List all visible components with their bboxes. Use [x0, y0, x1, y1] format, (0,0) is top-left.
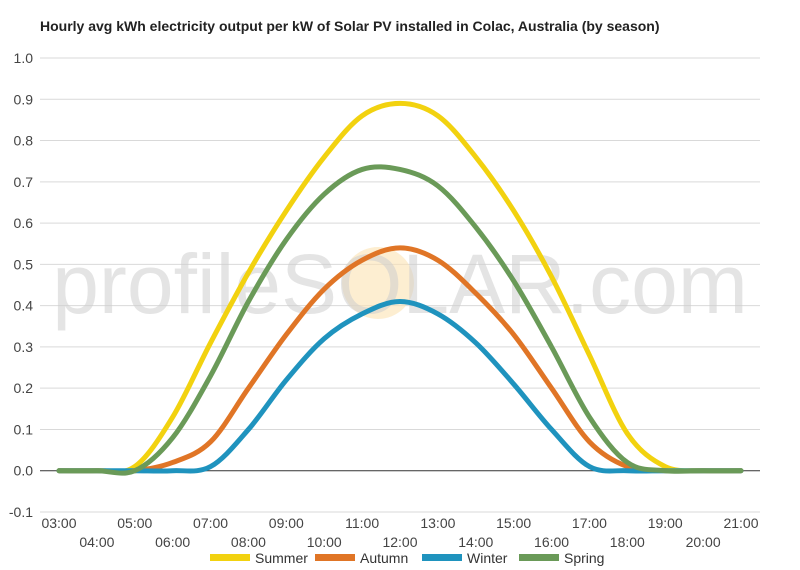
- series-line-summer: [56, 100, 744, 475]
- y-axis-ticks: 1.0 0.9 0.8 0.7 0.6 0.5 0.4 0.3 0.2 0.1 0.0 -0.1: [9, 50, 33, 520]
- x-tick-label: 17:00: [572, 515, 607, 531]
- x-tick-label: 05:00: [117, 515, 152, 531]
- y-tick-label: 1.0: [14, 50, 34, 66]
- watermark-text: profileSOLAR.com: [52, 237, 748, 331]
- chart-title: Hourly avg kWh electricity output per kW…: [40, 18, 660, 34]
- legend-swatch-autumn: [315, 554, 355, 561]
- x-tick-label: 07:00: [193, 515, 228, 531]
- x-tick-label: 20:00: [686, 534, 721, 550]
- legend-swatch-winter: [422, 554, 462, 561]
- y-tick-label: 0.6: [14, 215, 34, 231]
- legend-label-spring: Spring: [564, 550, 604, 566]
- series-line-spring: [56, 164, 744, 476]
- legend: Summer Autumn Winter Spring: [210, 550, 604, 566]
- x-tick-label: 04:00: [79, 534, 114, 550]
- series-line-autumn: [56, 245, 744, 474]
- x-tick-label: 11:00: [345, 515, 379, 531]
- x-tick-label: 12:00: [382, 534, 417, 550]
- y-tick-label: 0.5: [14, 256, 34, 272]
- x-tick-label: 10:00: [307, 534, 342, 550]
- x-tick-label: 09:00: [269, 515, 304, 531]
- legend-label-winter: Winter: [467, 550, 508, 566]
- series-lines: [56, 100, 744, 476]
- series-line-winter: [56, 299, 744, 474]
- watermark: profileSOLAR.com: [52, 237, 748, 331]
- x-tick-label: 21:00: [723, 515, 758, 531]
- legend-swatch-spring: [519, 554, 559, 561]
- legend-label-autumn: Autumn: [360, 550, 408, 566]
- x-tick-label: 03:00: [41, 515, 76, 531]
- x-tick-label: 14:00: [458, 534, 493, 550]
- y-tick-label: -0.1: [9, 504, 33, 520]
- y-tick-label: 0.0: [14, 463, 34, 479]
- y-tick-label: 0.7: [14, 174, 34, 190]
- x-tick-label: 15:00: [496, 515, 531, 531]
- y-tick-label: 0.1: [14, 421, 34, 437]
- y-tick-label: 0.8: [14, 133, 34, 149]
- x-tick-label: 16:00: [534, 534, 569, 550]
- x-tick-label: 06:00: [155, 534, 190, 550]
- legend-label-summer: Summer: [255, 550, 308, 566]
- x-tick-label: 08:00: [231, 534, 266, 550]
- x-axis-ticks: 03:0004:0005:0006:0007:0008:0009:0010:00…: [41, 515, 758, 550]
- y-tick-label: 0.3: [14, 339, 34, 355]
- y-tick-label: 0.4: [14, 298, 34, 314]
- x-tick-label: 13:00: [420, 515, 455, 531]
- legend-swatch-summer: [210, 554, 250, 561]
- x-tick-label: 19:00: [648, 515, 683, 531]
- y-tick-label: 0.2: [14, 380, 34, 396]
- y-tick-label: 0.9: [14, 91, 34, 107]
- x-tick-label: 18:00: [610, 534, 645, 550]
